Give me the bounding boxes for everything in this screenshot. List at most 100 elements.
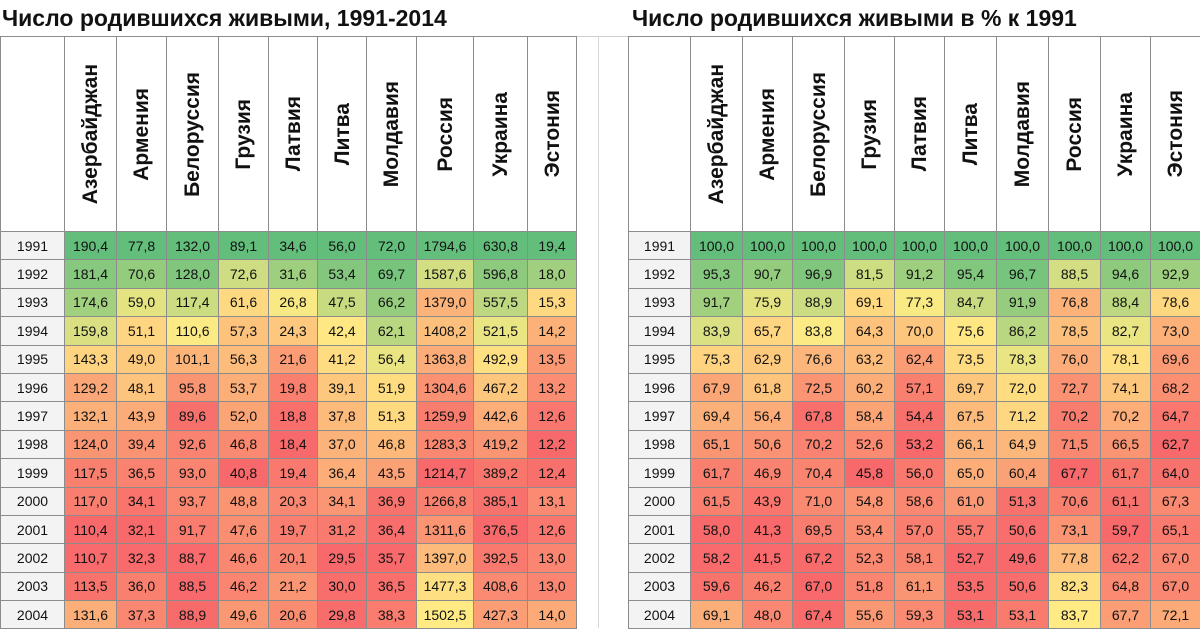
- value-cell[interactable]: 56,4: [743, 402, 793, 430]
- value-cell[interactable]: 83,8: [793, 317, 845, 345]
- value-cell[interactable]: 110,4: [65, 515, 117, 543]
- value-cell[interactable]: 86,2: [997, 317, 1049, 345]
- value-cell[interactable]: 1379,0: [417, 288, 474, 316]
- value-cell[interactable]: 630,8: [474, 232, 528, 260]
- value-cell[interactable]: 56,0: [895, 459, 945, 487]
- value-cell[interactable]: 91,2: [895, 260, 945, 288]
- value-cell[interactable]: 36,5: [117, 459, 167, 487]
- value-cell[interactable]: 83,9: [691, 317, 743, 345]
- value-cell[interactable]: 100,0: [743, 232, 793, 260]
- value-cell[interactable]: 467,2: [474, 373, 528, 401]
- value-cell[interactable]: 20,6: [269, 601, 318, 629]
- value-cell[interactable]: 35,7: [367, 544, 417, 572]
- value-cell[interactable]: 15,3: [528, 288, 577, 316]
- value-cell[interactable]: 76,8: [1049, 288, 1101, 316]
- value-cell[interactable]: 53,4: [845, 515, 895, 543]
- value-cell[interactable]: 38,3: [367, 601, 417, 629]
- value-cell[interactable]: 77,3: [895, 288, 945, 316]
- value-cell[interactable]: 69,7: [367, 260, 417, 288]
- value-cell[interactable]: 55,6: [845, 601, 895, 629]
- value-cell[interactable]: 117,0: [65, 487, 117, 515]
- value-cell[interactable]: 100,0: [895, 232, 945, 260]
- value-cell[interactable]: 54,8: [845, 487, 895, 515]
- value-cell[interactable]: 46,2: [743, 572, 793, 600]
- value-cell[interactable]: 72,7: [1049, 373, 1101, 401]
- value-cell[interactable]: 76,6: [793, 345, 845, 373]
- value-cell[interactable]: 67,0: [1151, 572, 1200, 600]
- value-cell[interactable]: 67,5: [945, 402, 997, 430]
- value-cell[interactable]: 88,5: [1049, 260, 1101, 288]
- value-cell[interactable]: 30,0: [318, 572, 367, 600]
- value-cell[interactable]: 52,3: [845, 544, 895, 572]
- value-cell[interactable]: 1363,8: [417, 345, 474, 373]
- value-cell[interactable]: 72,1: [1151, 601, 1200, 629]
- value-cell[interactable]: 89,6: [167, 402, 219, 430]
- value-cell[interactable]: 72,0: [997, 373, 1049, 401]
- value-cell[interactable]: 53,5: [945, 572, 997, 600]
- value-cell[interactable]: 24,3: [269, 317, 318, 345]
- year-cell[interactable]: 1996: [1, 373, 65, 401]
- value-cell[interactable]: 53,7: [219, 373, 269, 401]
- year-cell[interactable]: 1998: [1, 430, 65, 458]
- value-cell[interactable]: 41,3: [743, 515, 793, 543]
- value-cell[interactable]: 100,0: [997, 232, 1049, 260]
- value-cell[interactable]: 41,5: [743, 544, 793, 572]
- year-cell[interactable]: 2000: [1, 487, 65, 515]
- year-cell[interactable]: 1993: [629, 288, 691, 316]
- value-cell[interactable]: 62,9: [743, 345, 793, 373]
- value-cell[interactable]: 93,7: [167, 487, 219, 515]
- value-cell[interactable]: 64,3: [845, 317, 895, 345]
- value-cell[interactable]: 65,0: [945, 459, 997, 487]
- value-cell[interactable]: 76,0: [1049, 345, 1101, 373]
- year-cell[interactable]: 2002: [629, 544, 691, 572]
- value-cell[interactable]: 61,7: [1101, 459, 1151, 487]
- value-cell[interactable]: 69,1: [845, 288, 895, 316]
- value-cell[interactable]: 1304,6: [417, 373, 474, 401]
- value-cell[interactable]: 91,7: [691, 288, 743, 316]
- value-cell[interactable]: 419,2: [474, 430, 528, 458]
- value-cell[interactable]: 20,1: [269, 544, 318, 572]
- value-cell[interactable]: 1311,6: [417, 515, 474, 543]
- value-cell[interactable]: 13,0: [528, 544, 577, 572]
- value-cell[interactable]: 54,4: [895, 402, 945, 430]
- value-cell[interactable]: 100,0: [1101, 232, 1151, 260]
- value-cell[interactable]: 1502,5: [417, 601, 474, 629]
- year-cell[interactable]: 2004: [629, 601, 691, 629]
- value-cell[interactable]: 50,6: [997, 515, 1049, 543]
- value-cell[interactable]: 19,4: [269, 459, 318, 487]
- value-cell[interactable]: 46,6: [219, 544, 269, 572]
- year-cell[interactable]: 1992: [629, 260, 691, 288]
- value-cell[interactable]: 58,1: [895, 544, 945, 572]
- value-cell[interactable]: 67,0: [793, 572, 845, 600]
- value-cell[interactable]: 58,2: [691, 544, 743, 572]
- year-cell[interactable]: 2003: [629, 572, 691, 600]
- value-cell[interactable]: 14,2: [528, 317, 577, 345]
- value-cell[interactable]: 74,1: [1101, 373, 1151, 401]
- value-cell[interactable]: 132,1: [65, 402, 117, 430]
- year-cell[interactable]: 1997: [629, 402, 691, 430]
- value-cell[interactable]: 1587,6: [417, 260, 474, 288]
- value-cell[interactable]: 77,8: [117, 232, 167, 260]
- value-cell[interactable]: 67,9: [691, 373, 743, 401]
- value-cell[interactable]: 88,9: [793, 288, 845, 316]
- value-cell[interactable]: 56,4: [367, 345, 417, 373]
- value-cell[interactable]: 61,8: [743, 373, 793, 401]
- value-cell[interactable]: 557,5: [474, 288, 528, 316]
- value-cell[interactable]: 39,1: [318, 373, 367, 401]
- value-cell[interactable]: 19,8: [269, 373, 318, 401]
- value-cell[interactable]: 65,7: [743, 317, 793, 345]
- value-cell[interactable]: 75,9: [743, 288, 793, 316]
- value-cell[interactable]: 36,4: [318, 459, 367, 487]
- year-cell[interactable]: 2003: [1, 572, 65, 600]
- value-cell[interactable]: 427,3: [474, 601, 528, 629]
- value-cell[interactable]: 18,0: [528, 260, 577, 288]
- value-cell[interactable]: 100,0: [691, 232, 743, 260]
- value-cell[interactable]: 59,7: [1101, 515, 1151, 543]
- value-cell[interactable]: 41,2: [318, 345, 367, 373]
- value-cell[interactable]: 32,1: [117, 515, 167, 543]
- value-cell[interactable]: 36,9: [367, 487, 417, 515]
- value-cell[interactable]: 1266,8: [417, 487, 474, 515]
- value-cell[interactable]: 20,3: [269, 487, 318, 515]
- value-cell[interactable]: 100,0: [1151, 232, 1200, 260]
- value-cell[interactable]: 73,0: [1151, 317, 1200, 345]
